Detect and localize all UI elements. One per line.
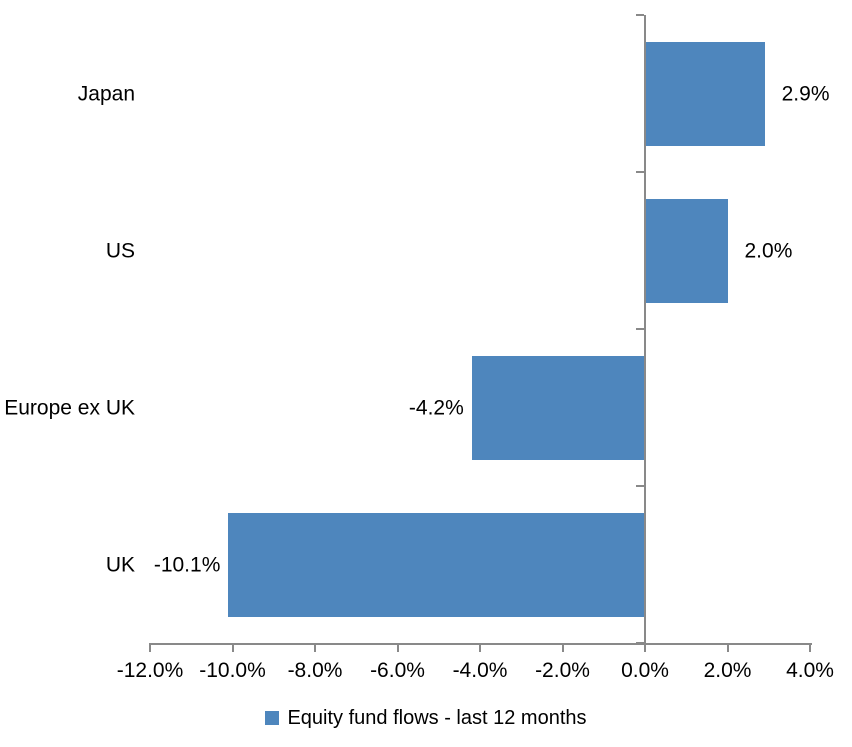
category-label: US: [105, 239, 135, 262]
x-axis-tick-label: -12.0%: [116, 659, 184, 682]
y-axis-tick: [636, 485, 644, 487]
x-axis-tick: [231, 643, 234, 652]
y-axis-line: [644, 15, 646, 645]
x-axis-tick: [396, 643, 399, 652]
value-label: -10.1%: [153, 553, 221, 576]
x-axis-tick: [561, 643, 564, 652]
y-axis-tick: [636, 171, 644, 173]
x-axis-tick-label: 0.0%: [621, 659, 669, 682]
bar-uk: [228, 512, 645, 617]
bar-japan: [645, 41, 765, 146]
x-axis-line: [150, 643, 812, 645]
x-axis-tick-label: 4.0%: [786, 659, 834, 682]
x-axis-tick: [149, 643, 151, 652]
legend-label: Equity fund flows - last 12 months: [287, 707, 587, 729]
value-label: 2.9%: [781, 82, 830, 105]
category-label: Japan: [77, 82, 135, 105]
x-axis-tick-label: -8.0%: [287, 659, 343, 682]
y-axis-tick: [636, 328, 644, 330]
x-axis-tick: [809, 643, 811, 652]
y-axis-tick: [636, 642, 644, 644]
x-axis-tick: [726, 643, 729, 652]
x-axis-tick: [644, 643, 646, 652]
category-label: UK: [105, 553, 135, 576]
bar-us: [645, 198, 728, 303]
legend-marker-icon: [265, 711, 280, 725]
x-axis-tick-label: -10.0%: [199, 659, 266, 682]
x-axis-tick-label: -6.0%: [370, 659, 425, 682]
x-axis-tick: [479, 643, 481, 652]
x-axis-tick-label: 2.0%: [703, 659, 752, 682]
x-axis-tick-label: -4.0%: [452, 659, 508, 682]
value-label: 2.0%: [744, 239, 793, 262]
bar-europe-ex-uk: [471, 355, 645, 460]
x-axis-tick: [314, 643, 316, 652]
x-axis-tick-label: -2.0%: [535, 659, 590, 682]
y-axis-tick: [636, 14, 644, 16]
value-label: -4.2%: [408, 396, 464, 419]
category-label: Europe ex UK: [4, 396, 135, 419]
legend: Equity fund flows - last 12 months: [0, 708, 852, 728]
